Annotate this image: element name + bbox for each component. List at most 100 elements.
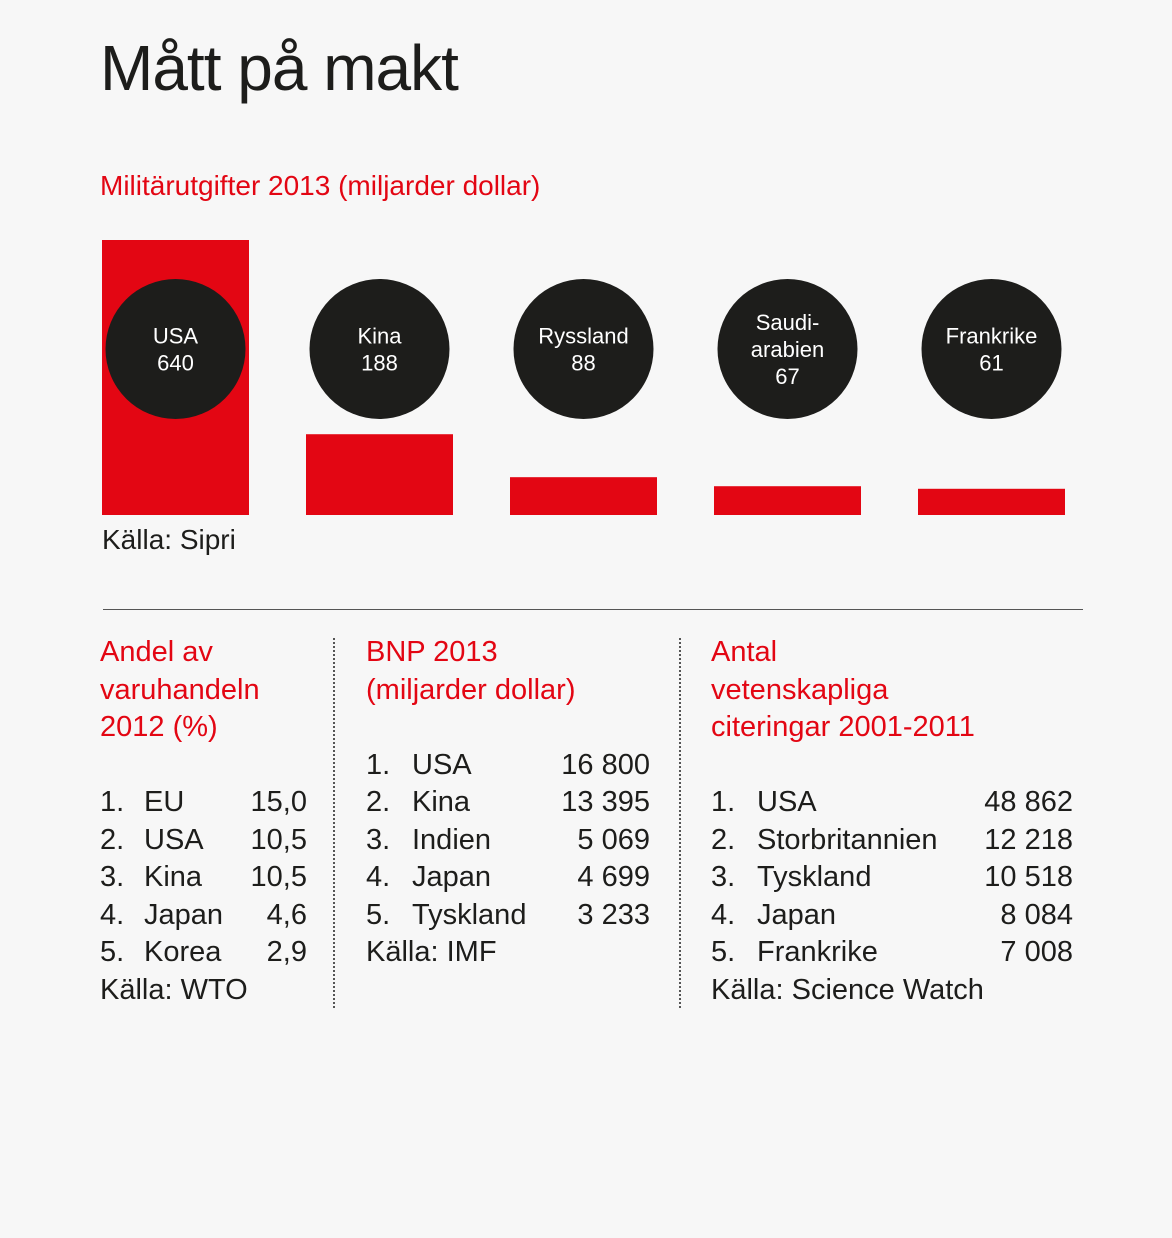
trade-rank: 5. bbox=[100, 936, 125, 968]
column-divider-1 bbox=[333, 638, 335, 1008]
trade-list: 1. EU 15,0 2. USA 10,5 3. Kina 10,5 4. Japan 4,6 5. K… bbox=[100, 784, 320, 972]
citations-source: Källa: Science Watch bbox=[711, 973, 984, 1006]
gdp-value: 3 233 bbox=[577, 898, 650, 931]
gdp-name: Japan bbox=[412, 861, 492, 893]
citations-value: 12 218 bbox=[984, 823, 1073, 856]
bubble-saudi-arabien bbox=[717, 279, 858, 419]
citations-heading: Antal vetenskapliga citeringar 2001-2011 bbox=[711, 634, 1081, 784]
gdp-value: 4 699 bbox=[577, 861, 650, 893]
gdp-panel: BNP 2013 (miljarder dollar) 1. USA 16 800 2… bbox=[366, 634, 656, 972]
bubble-label: 67 bbox=[775, 364, 799, 389]
trade-row: 5. Korea 2,9 bbox=[100, 934, 320, 972]
citations-name: Storbritannien bbox=[757, 823, 938, 856]
citations-row: 2. Storbritannien 12 218 bbox=[711, 822, 1081, 860]
gdp-row: 5. Tyskland 3 233 bbox=[366, 897, 656, 935]
gdp-row: 1. USA 16 800 bbox=[366, 747, 656, 785]
trade-value: 4,6 bbox=[266, 898, 307, 931]
trade-row: 2. USA 10,5 bbox=[100, 822, 320, 860]
trade-value: 10,5 bbox=[250, 823, 307, 856]
bubble-label: arabien bbox=[751, 337, 824, 362]
citations-row: 4. Japan 8 084 bbox=[711, 897, 1081, 935]
citations-name: USA bbox=[757, 786, 817, 818]
gdp-rank: 5. bbox=[366, 898, 391, 931]
bar-ryssland bbox=[510, 477, 657, 515]
bubble-kina bbox=[309, 279, 450, 419]
gdp-rank: 4. bbox=[366, 861, 391, 893]
citations-rank: 3. bbox=[711, 861, 736, 893]
gdp-value: 5 069 bbox=[577, 823, 650, 856]
citations-row: 5. Frankrike 7 008 bbox=[711, 934, 1081, 972]
bubble-label: Saudi- bbox=[756, 310, 820, 335]
bar-saudi-arabien bbox=[714, 486, 861, 515]
citations-row: 3. Tyskland 10 518 bbox=[711, 859, 1081, 897]
citations-rank: 2. bbox=[711, 823, 736, 856]
gdp-rank: 1. bbox=[366, 748, 391, 781]
gdp-row: 4. Japan 4 699 bbox=[366, 859, 656, 897]
trade-name: Kina bbox=[144, 861, 203, 893]
trade-name: Japan bbox=[144, 898, 224, 931]
citations-heading-line: Antal bbox=[711, 636, 778, 668]
trade-rank: 3. bbox=[100, 861, 125, 893]
gdp-list: 1. USA 16 800 2. Kina 13 395 3. Indien 5 069 4. Ja… bbox=[366, 747, 656, 935]
gdp-rank: 3. bbox=[366, 823, 391, 856]
page-title: Mått på makt bbox=[100, 32, 459, 104]
trade-row: 3. Kina 10,5 bbox=[100, 859, 320, 897]
bubble-label: 61 bbox=[979, 351, 1003, 376]
chart-title: Militärutgifter 2013 (miljarder dollar) bbox=[100, 170, 541, 201]
bubble-ryssland bbox=[513, 279, 654, 419]
chart-source: Källa: Sipri bbox=[102, 524, 236, 555]
citations-value: 7 008 bbox=[1000, 936, 1073, 968]
citations-value: 8 084 bbox=[1000, 898, 1073, 931]
citations-heading-line: vetenskapliga bbox=[711, 673, 889, 706]
gdp-row: 2. Kina 13 395 bbox=[366, 784, 656, 822]
citations-heading-line: citeringar 2001-2011 bbox=[711, 711, 975, 743]
trade-heading-line: Andel av bbox=[100, 636, 213, 668]
trade-name: USA bbox=[144, 823, 204, 856]
citations-panel: Antal vetenskapliga citeringar 2001-2011… bbox=[711, 634, 1081, 1009]
trade-value: 10,5 bbox=[250, 861, 307, 893]
bubble-label: 88 bbox=[571, 351, 595, 376]
trade-value: 15,0 bbox=[250, 786, 307, 818]
citations-value: 10 518 bbox=[984, 861, 1073, 893]
trade-value: 2,9 bbox=[266, 936, 307, 968]
gdp-value: 13 395 bbox=[561, 786, 650, 818]
citations-rank: 5. bbox=[711, 936, 736, 968]
bubble-usa bbox=[105, 279, 246, 419]
gdp-rank: 2. bbox=[366, 786, 391, 818]
gdp-name: Indien bbox=[412, 823, 492, 856]
citations-value: 48 862 bbox=[984, 786, 1073, 818]
trade-heading-line: 2012 (%) bbox=[100, 711, 218, 743]
trade-rank: 1. bbox=[100, 786, 125, 818]
citations-name: Frankrike bbox=[757, 936, 878, 968]
bubble-label: USA bbox=[153, 324, 199, 349]
gdp-source: Källa: IMF bbox=[366, 936, 497, 968]
gdp-heading-line: (miljarder dollar) bbox=[366, 673, 576, 706]
trade-rank: 2. bbox=[100, 823, 125, 856]
trade-share-panel: Andel av varuhandeln 2012 (%) 1. EU 15,0 2.… bbox=[100, 634, 320, 1009]
trade-name: Korea bbox=[144, 936, 222, 968]
gdp-name: USA bbox=[412, 748, 472, 781]
gdp-row: 3. Indien 5 069 bbox=[366, 822, 656, 860]
bubble-label: Kina bbox=[357, 324, 402, 349]
citations-rank: 4. bbox=[711, 898, 736, 931]
bubble-frankrike bbox=[921, 279, 1062, 419]
column-divider-2 bbox=[679, 638, 681, 1008]
bubble-label: 188 bbox=[361, 351, 398, 376]
bubble-label: 640 bbox=[157, 351, 194, 376]
bubble-label: Frankrike bbox=[946, 324, 1038, 349]
gdp-heading-line: BNP 2013 bbox=[366, 636, 498, 668]
trade-row: 4. Japan 4,6 bbox=[100, 897, 320, 935]
bar-frankrike bbox=[918, 488, 1065, 515]
trade-heading-line: varuhandeln bbox=[100, 673, 260, 706]
trade-source: Källa: WTO bbox=[100, 973, 248, 1006]
gdp-value: 16 800 bbox=[561, 748, 650, 781]
citations-rank: 1. bbox=[711, 786, 736, 818]
bar-kina bbox=[306, 434, 453, 515]
citations-name: Tyskland bbox=[757, 861, 872, 893]
trade-rank: 4. bbox=[100, 898, 125, 931]
citations-list: 1. USA 48 862 2. Storbritannien 12 218 3. Tyskl… bbox=[711, 784, 1081, 972]
section-divider bbox=[103, 609, 1083, 610]
gdp-name: Tyskland bbox=[412, 898, 527, 931]
citations-name: Japan bbox=[757, 898, 837, 931]
